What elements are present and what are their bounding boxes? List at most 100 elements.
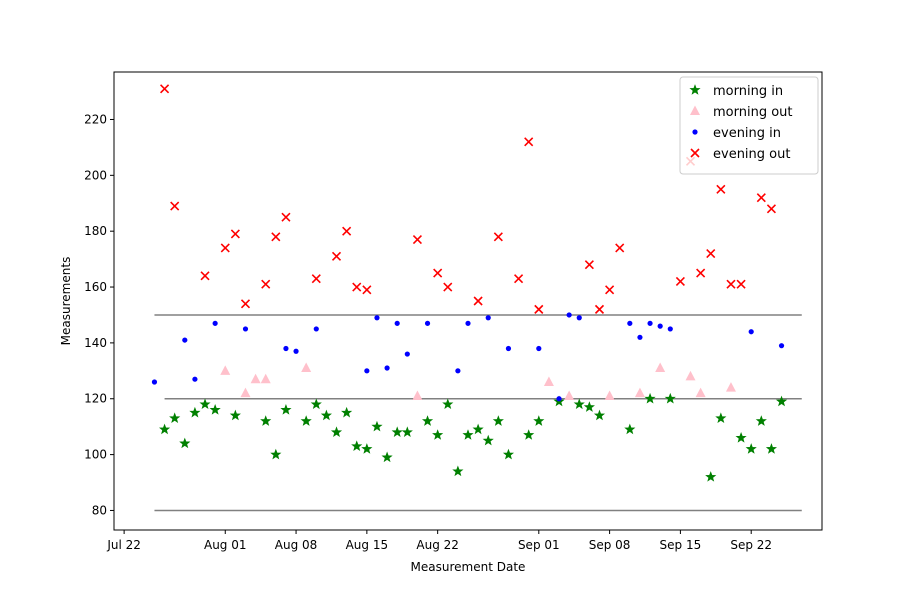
y-tick-label: 120	[84, 392, 107, 406]
x-tick-label: Aug 08	[275, 538, 318, 552]
data-point	[220, 365, 231, 375]
data-point	[745, 443, 757, 454]
data-point	[505, 345, 512, 352]
data-point	[212, 320, 218, 326]
x-tick-label: Sep 08	[589, 538, 631, 552]
y-tick-label: 100	[84, 448, 107, 462]
data-point	[179, 437, 191, 449]
data-point	[293, 348, 299, 354]
data-point	[331, 251, 342, 261]
data-point	[465, 320, 471, 326]
data-point	[594, 304, 605, 314]
data-point	[242, 326, 249, 332]
data-point	[766, 204, 776, 214]
data-point	[442, 398, 454, 410]
x-tick-label: Aug 15	[346, 538, 389, 552]
data-point	[412, 234, 422, 245]
legend-label: evening in	[713, 126, 781, 141]
data-point	[584, 260, 594, 270]
legend-marker	[689, 84, 701, 95]
x-axis-title: Measurement Date	[411, 560, 526, 574]
data-point	[778, 343, 785, 349]
data-point	[473, 296, 483, 306]
data-point	[151, 379, 158, 385]
y-tick-label: 140	[84, 336, 107, 350]
data-point	[716, 184, 726, 194]
data-point	[755, 415, 767, 426]
series-morning-in	[159, 392, 788, 482]
data-point	[524, 137, 534, 147]
data-point	[342, 226, 352, 236]
data-point	[169, 412, 181, 424]
data-point	[384, 365, 390, 371]
data-point	[706, 248, 716, 259]
data-point	[715, 412, 727, 424]
data-point	[735, 431, 747, 443]
data-point	[352, 282, 362, 292]
data-point	[362, 285, 372, 295]
data-point	[189, 406, 201, 418]
data-point	[381, 451, 393, 463]
legend: morning in morning out evening in evening o…	[679, 76, 819, 175]
data-point	[566, 312, 572, 318]
y-tick-label: 180	[84, 224, 107, 238]
data-point	[271, 232, 281, 242]
data-point	[534, 304, 544, 314]
data-point	[270, 448, 282, 460]
plot-frame	[113, 71, 823, 531]
series-evening-out	[160, 84, 776, 314]
data-point	[543, 376, 554, 386]
data-point	[605, 285, 615, 295]
data-point	[536, 345, 542, 352]
x-tick-label: Sep 15	[660, 538, 702, 552]
data-point	[310, 398, 322, 410]
data-point	[330, 426, 343, 437]
data-point	[593, 409, 606, 421]
data-point	[667, 326, 673, 332]
data-point	[748, 329, 754, 335]
data-point	[675, 276, 685, 287]
data-point	[756, 193, 766, 203]
data-point	[443, 282, 453, 292]
data-point	[260, 415, 272, 426]
data-point	[583, 401, 595, 412]
data-point	[493, 232, 503, 242]
data-point	[300, 415, 312, 426]
data-point	[160, 84, 170, 94]
x-tick-label: Jul 22	[106, 538, 141, 552]
x-tick-label: Sep 22	[730, 538, 772, 552]
y-tick-label: 80	[92, 503, 107, 517]
data-point	[209, 404, 221, 415]
legend-marker	[690, 148, 700, 158]
data-point	[705, 471, 717, 482]
data-point	[502, 448, 515, 460]
x-axis: Jul 22 Aug 01 Aug 08 Aug 15 Aug 22 Sep 01 Sep …	[106, 530, 772, 552]
data-point	[664, 392, 676, 404]
data-point	[576, 315, 582, 321]
data-point	[514, 274, 524, 284]
data-point	[485, 315, 491, 321]
data-point	[462, 429, 474, 440]
data-point	[523, 429, 535, 440]
data-point	[624, 423, 636, 435]
data-point	[765, 443, 777, 454]
data-point	[159, 423, 171, 435]
data-point	[220, 243, 230, 253]
data-point	[432, 429, 444, 440]
data-point	[412, 390, 423, 400]
y-axis: 80 100 120 140 160 180 200 220	[84, 112, 114, 517]
data-point	[240, 387, 251, 398]
data-point	[644, 392, 656, 404]
data-point	[351, 440, 363, 451]
data-point	[685, 370, 696, 381]
data-point	[433, 268, 443, 278]
reference-lines	[154, 314, 802, 512]
legend-box	[679, 76, 819, 175]
x-tick-label: Sep 01	[518, 538, 560, 552]
data-point	[492, 415, 504, 426]
data-series	[151, 84, 788, 482]
data-point	[657, 323, 663, 329]
data-point	[726, 279, 736, 289]
data-point	[260, 373, 271, 384]
